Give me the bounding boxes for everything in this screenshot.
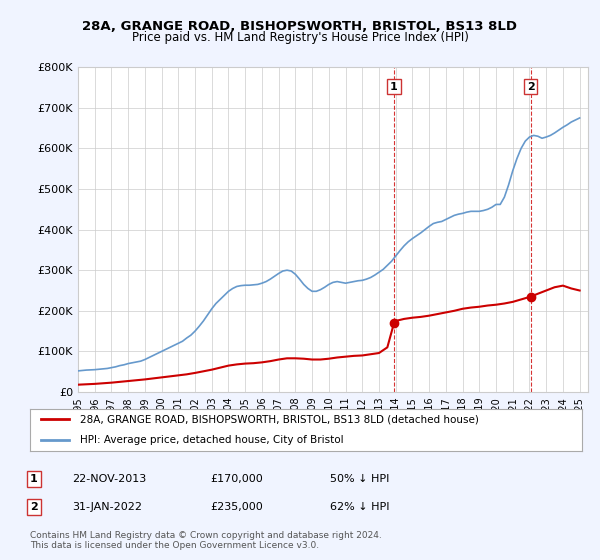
Text: 2: 2 — [30, 502, 38, 512]
Text: HPI: Average price, detached house, City of Bristol: HPI: Average price, detached house, City… — [80, 435, 343, 445]
Text: £235,000: £235,000 — [210, 502, 263, 512]
Text: 28A, GRANGE ROAD, BISHOPSWORTH, BRISTOL, BS13 8LD: 28A, GRANGE ROAD, BISHOPSWORTH, BRISTOL,… — [83, 20, 517, 32]
Text: Contains HM Land Registry data © Crown copyright and database right 2024.
This d: Contains HM Land Registry data © Crown c… — [30, 530, 382, 550]
Text: 1: 1 — [30, 474, 38, 484]
Text: 22-NOV-2013: 22-NOV-2013 — [72, 474, 146, 484]
Text: 31-JAN-2022: 31-JAN-2022 — [72, 502, 142, 512]
Text: £170,000: £170,000 — [210, 474, 263, 484]
Text: Price paid vs. HM Land Registry's House Price Index (HPI): Price paid vs. HM Land Registry's House … — [131, 31, 469, 44]
Text: 62% ↓ HPI: 62% ↓ HPI — [330, 502, 389, 512]
Text: 28A, GRANGE ROAD, BISHOPSWORTH, BRISTOL, BS13 8LD (detached house): 28A, GRANGE ROAD, BISHOPSWORTH, BRISTOL,… — [80, 414, 479, 424]
Text: 2: 2 — [527, 82, 535, 92]
Text: 1: 1 — [390, 82, 398, 92]
Text: 50% ↓ HPI: 50% ↓ HPI — [330, 474, 389, 484]
